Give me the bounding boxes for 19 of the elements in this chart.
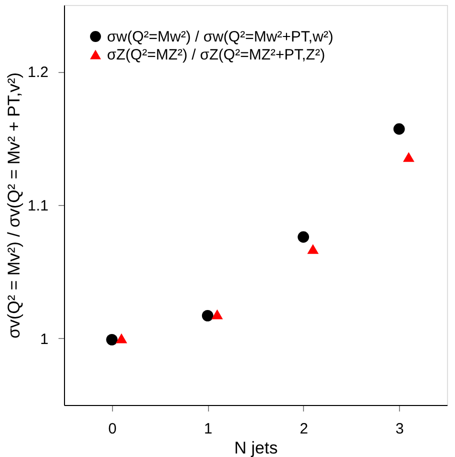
y-axis-title: σv(Q² = Mv²) / σv(Q² = Mv² + PT,v²) [4,72,24,339]
point [202,310,214,322]
x-axis-title: N jets [234,438,278,457]
x-tick-label: 1 [204,420,212,438]
point [403,152,414,162]
y-tick-label: 1.1 [28,198,48,214]
y-tick-label: 1.2 [28,64,48,82]
point [307,244,319,254]
legend-label: σw(Q²=Mw²) / σw(Q²=Mw²+PT,w²) [107,28,334,46]
point [212,309,223,320]
point [106,334,118,346]
point [298,231,310,243]
x-tick-label: 0 [108,420,117,438]
legend-label: σZ(Q²=MZ²) / σZ(Q²=MZ²+PT,Z²) [107,46,326,64]
y-tick-label: 1 [40,330,48,348]
x-tick-label: 3 [395,420,404,438]
x-tick-label: 2 [300,420,308,438]
point [116,333,128,344]
point [393,123,405,135]
